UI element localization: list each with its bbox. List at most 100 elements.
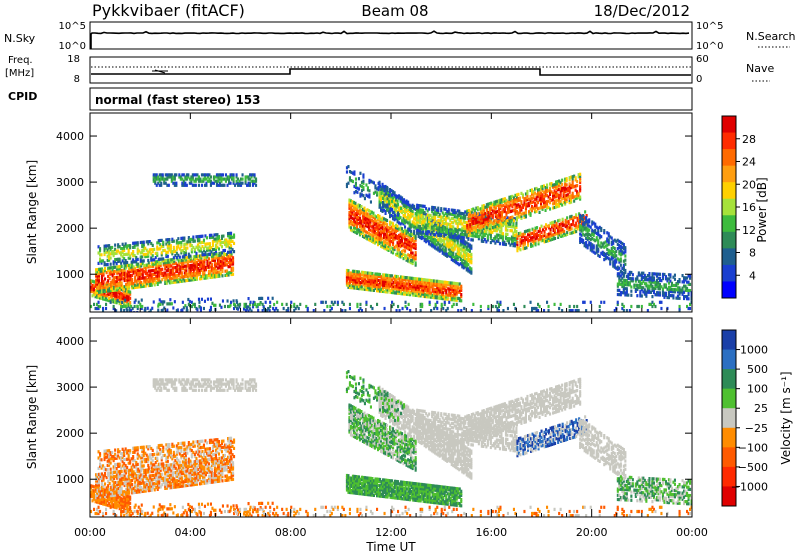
power-cell bbox=[132, 250, 134, 253]
power-cell bbox=[410, 230, 412, 233]
nsearch-tick-top: 10^5 bbox=[696, 21, 723, 32]
power-cell bbox=[121, 301, 123, 304]
power-cell bbox=[175, 173, 177, 176]
nave-label: Nave bbox=[746, 62, 774, 75]
power-cell bbox=[519, 248, 521, 251]
freq-trace bbox=[91, 69, 691, 75]
power-cell bbox=[242, 173, 244, 176]
power-cell bbox=[201, 235, 203, 238]
power-cell bbox=[162, 241, 164, 244]
power-cell bbox=[169, 298, 171, 301]
power-cell bbox=[123, 305, 125, 308]
power-cell bbox=[576, 184, 578, 187]
power-cell bbox=[192, 236, 194, 239]
power-cell bbox=[499, 242, 501, 245]
power-cell bbox=[224, 249, 226, 252]
power-cell bbox=[121, 281, 123, 284]
plot-title: Pykkvibaer (fitACF) bbox=[92, 1, 245, 20]
power-cell bbox=[379, 215, 381, 218]
power-cell bbox=[470, 253, 472, 256]
power-cell bbox=[516, 241, 518, 244]
power-cell bbox=[204, 300, 206, 303]
power-cell bbox=[467, 263, 469, 266]
power-cell bbox=[186, 306, 188, 309]
power-cell bbox=[151, 307, 153, 310]
power-cell bbox=[242, 178, 244, 181]
power-cell bbox=[360, 205, 362, 208]
power-cell bbox=[433, 227, 435, 230]
power-cell bbox=[233, 242, 235, 245]
power-cell bbox=[236, 173, 238, 176]
power-cell bbox=[163, 300, 165, 303]
power-cell bbox=[437, 207, 439, 210]
power-cell bbox=[415, 235, 417, 238]
power-cell bbox=[233, 173, 235, 176]
power-cell bbox=[424, 211, 426, 214]
power-cell bbox=[579, 196, 581, 199]
power-cell bbox=[562, 218, 564, 221]
power-cell bbox=[566, 177, 568, 180]
power-cell bbox=[136, 311, 138, 314]
power-cell bbox=[153, 300, 155, 303]
power-cell bbox=[175, 182, 177, 185]
power-cell bbox=[584, 210, 586, 213]
power-cell bbox=[519, 197, 521, 200]
power-cell bbox=[230, 232, 232, 235]
power-cell bbox=[575, 213, 577, 216]
power-cell bbox=[407, 201, 409, 204]
power-cell bbox=[267, 297, 269, 300]
power-cell bbox=[232, 267, 234, 270]
power-cell bbox=[104, 267, 106, 270]
power-cell bbox=[354, 202, 356, 205]
power-cell bbox=[181, 271, 183, 274]
power-cell bbox=[233, 299, 235, 302]
nave-tick-bottom: 0 bbox=[696, 74, 702, 85]
power-cell bbox=[168, 238, 170, 241]
power-cell bbox=[382, 183, 384, 186]
power-cell bbox=[107, 263, 109, 266]
power-cell bbox=[566, 183, 568, 186]
power-cell bbox=[470, 245, 472, 248]
power-cell bbox=[460, 252, 462, 255]
power-cell bbox=[233, 234, 235, 237]
power-cell bbox=[168, 184, 170, 187]
power-cell bbox=[470, 267, 472, 270]
power-cell bbox=[448, 208, 450, 211]
power-cell bbox=[209, 242, 211, 245]
power-cell bbox=[110, 263, 112, 266]
power-cell bbox=[386, 223, 388, 226]
power-cell bbox=[561, 179, 563, 182]
power-cell bbox=[220, 306, 222, 309]
power-cell bbox=[242, 182, 244, 185]
power-cell bbox=[110, 256, 112, 259]
freq-panel bbox=[90, 57, 692, 83]
power-cell bbox=[404, 250, 406, 253]
power-cell bbox=[186, 184, 188, 187]
power-cell bbox=[161, 268, 163, 271]
power-cell bbox=[222, 299, 224, 302]
freq-unit-label: [MHz] bbox=[5, 68, 34, 79]
power-cell bbox=[218, 235, 220, 238]
power-cell bbox=[386, 219, 388, 222]
power-cell bbox=[166, 309, 168, 312]
power-cell bbox=[141, 299, 143, 302]
beam-label: Beam 08 bbox=[361, 2, 428, 20]
power-cell bbox=[214, 304, 216, 307]
power-cell bbox=[147, 307, 149, 310]
power-cell bbox=[222, 235, 224, 238]
freq-tick-top: 18 bbox=[67, 54, 80, 65]
power-cell bbox=[101, 253, 103, 256]
cpid-label: CPID bbox=[8, 90, 37, 103]
power-cell bbox=[195, 252, 197, 255]
power-cell bbox=[221, 245, 223, 248]
power-cell bbox=[404, 225, 406, 228]
power-cell bbox=[394, 191, 396, 194]
power-cell bbox=[195, 184, 197, 187]
date-label: 18/Dec/2012 bbox=[594, 2, 690, 20]
power-cell bbox=[162, 257, 164, 260]
power-cell bbox=[526, 190, 528, 193]
power-cell bbox=[153, 248, 155, 251]
power-cell bbox=[186, 247, 188, 250]
power-cell bbox=[460, 285, 462, 288]
power-cell bbox=[167, 255, 169, 258]
